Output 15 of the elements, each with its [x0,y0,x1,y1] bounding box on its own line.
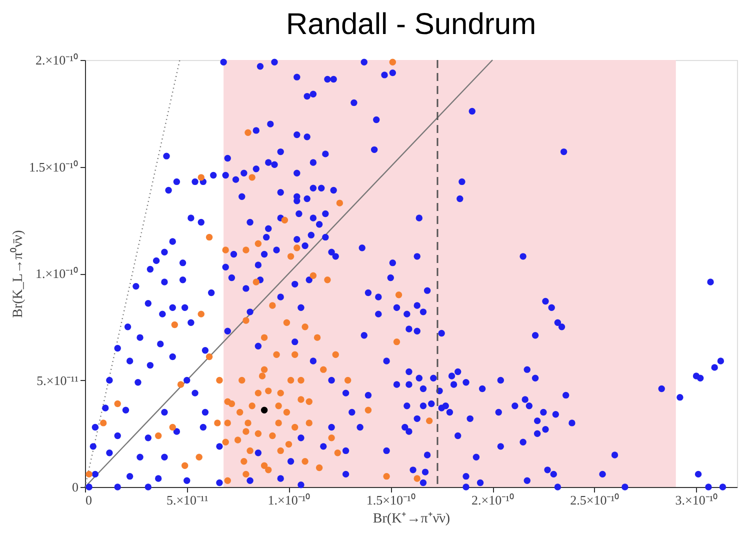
x-tick-label: 1.5×10⁻¹⁰ [366,492,416,508]
x-axis-title: Br(K⁺→π⁺ν̄ν) [372,512,450,526]
y-axis-title: Br(K_L→π⁰ν̄ν) [10,230,26,318]
x-tick-label: 0 [86,492,92,508]
y-tick-label: 2.×10⁻¹⁰ [36,52,78,68]
y-tick-label: 5.×10⁻¹¹ [36,372,79,388]
y-tick-label: 1.5×10⁻¹⁰ [29,159,78,174]
y-tick-label: 0 [72,480,78,494]
x-tick-label: 5.×10⁻¹¹ [166,492,208,508]
y-tick-label: 1.×10⁻¹⁰ [36,266,78,281]
x-tick-label: 3.×10⁻¹⁰ [675,492,718,508]
x-tick-label: 1.×10⁻¹⁰ [268,492,311,508]
x-tick-label: 2.×10⁻¹⁰ [472,492,514,508]
x-tick-label: 2.5×10⁻¹⁰ [570,492,620,508]
chart-title: Randall - Sundrum [286,8,536,41]
